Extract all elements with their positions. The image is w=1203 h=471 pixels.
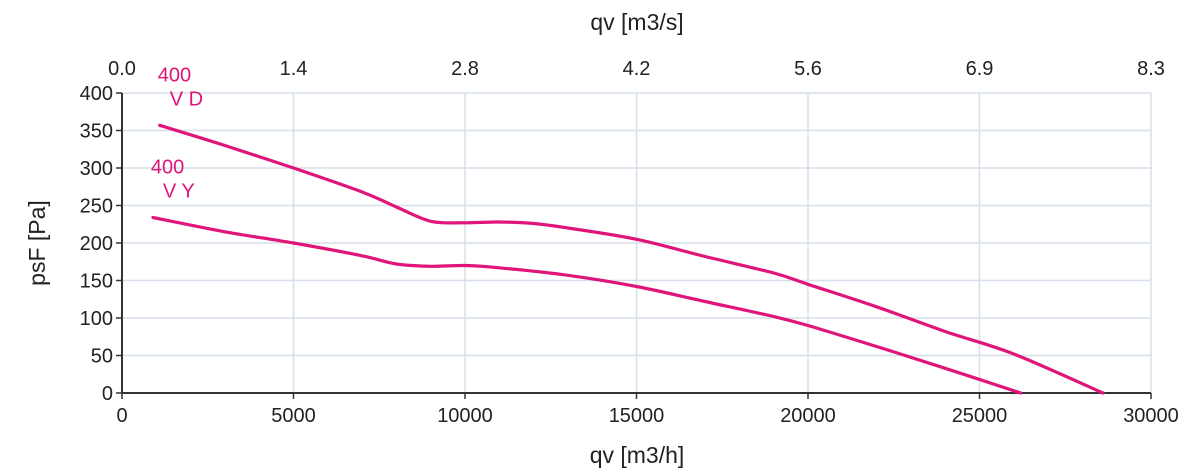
top-x-tick-label: 2.8 — [451, 58, 479, 80]
top-x-tick-label: 4.2 — [623, 58, 651, 80]
series-label-type: V Y — [163, 181, 195, 203]
y-axis-ticks: 0 50 100 150 200 250 300 350 400 — [80, 83, 122, 405]
y-axis-title: psF [Pa] — [24, 200, 50, 286]
y-tick-label: 250 — [80, 196, 113, 218]
top-x-tick-label: 5.6 — [794, 58, 822, 80]
x-tick-label: 30000 — [1123, 405, 1179, 427]
x-tick-label: 25000 — [952, 405, 1008, 427]
grid — [122, 92, 1152, 393]
x-tick-label: 10000 — [437, 405, 493, 427]
y-tick-label: 50 — [91, 346, 113, 368]
series-label-code: 400 — [151, 157, 184, 179]
y-tick-label: 300 — [80, 158, 113, 180]
y-tick-label: 0 — [102, 383, 113, 405]
x-axis-title: qv [m3/h] — [590, 442, 685, 468]
series-line-2 — [151, 215, 1023, 395]
y-tick-label: 200 — [80, 233, 113, 255]
series-label-code: 400 — [158, 64, 191, 86]
top-x-axis-title: qv [m3/s] — [590, 9, 683, 35]
series-line-1 — [158, 123, 1105, 395]
y-tick-label: 100 — [80, 308, 113, 330]
top-x-axis-ticks: 0.0 1.4 2.8 4.2 5.6 6.9 8.3 — [108, 58, 1165, 80]
top-x-tick-label: 1.4 — [280, 58, 308, 80]
y-tick-label: 350 — [80, 121, 113, 143]
y-tick-label: 400 — [80, 83, 113, 105]
top-x-tick-label: 8.3 — [1137, 58, 1165, 80]
x-tick-label: 20000 — [780, 405, 836, 427]
x-tick-label: 5000 — [271, 405, 316, 427]
y-tick-label: 150 — [80, 271, 113, 293]
series-label-type: V D — [170, 88, 203, 110]
top-x-tick-label: 6.9 — [966, 58, 994, 80]
x-tick-label: 0 — [116, 405, 127, 427]
x-tick-label: 15000 — [609, 405, 665, 427]
top-x-tick-label: 0.0 — [108, 58, 136, 80]
x-axis-ticks: 0 5000 10000 15000 20000 25000 30000 — [116, 393, 1179, 427]
